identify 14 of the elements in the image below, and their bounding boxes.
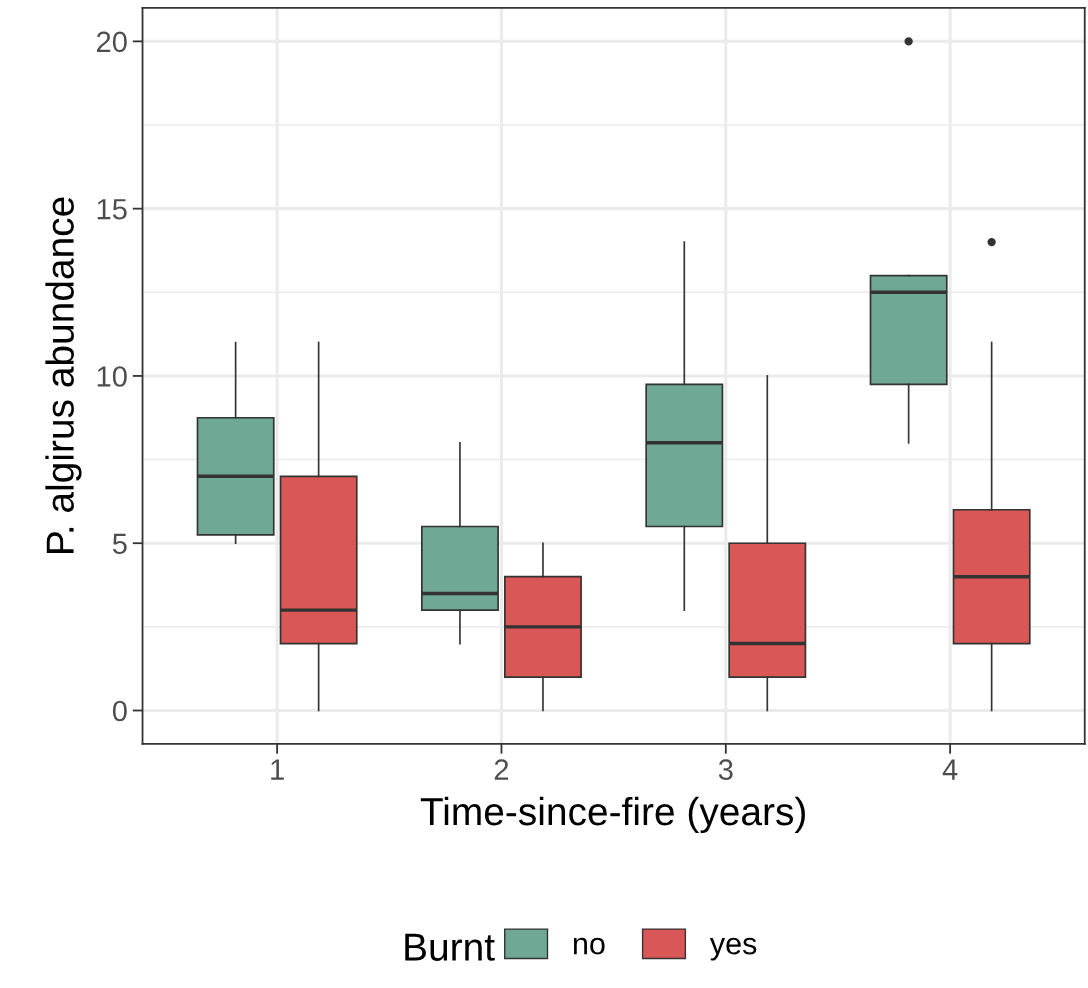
x-tick-label: 3 bbox=[718, 759, 733, 780]
x-tick-label: 4 bbox=[942, 759, 958, 780]
x-tick-label: 1 bbox=[271, 759, 284, 780]
y-tick-label: 0 bbox=[112, 700, 127, 722]
legend-label: yes bbox=[709, 937, 757, 961]
x-axis-title: Time-since-fire (years) bbox=[420, 796, 805, 834]
y-tick-label: 20 bbox=[96, 31, 127, 53]
x-tick-label: 2 bbox=[494, 759, 509, 780]
y-tick-label: 15 bbox=[97, 199, 127, 220]
y-tick-label: 10 bbox=[97, 366, 127, 387]
y-axis-title: P. algirus abundance bbox=[45, 197, 82, 553]
y-tick-label: 5 bbox=[112, 533, 127, 555]
legend-title: Burnt bbox=[405, 933, 495, 961]
legend-label: no bbox=[573, 937, 605, 955]
